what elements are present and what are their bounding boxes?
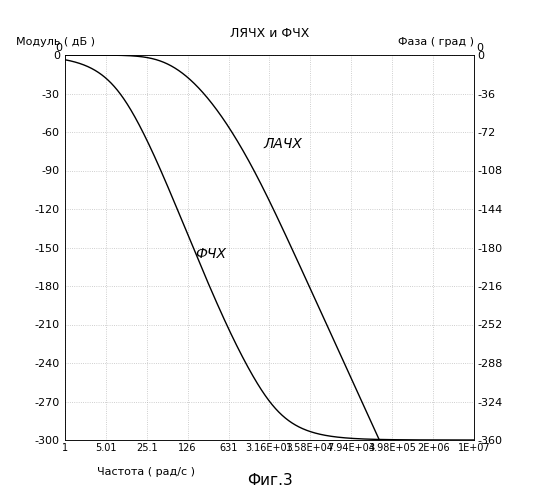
Text: Фиг.3: Фиг.3 bbox=[247, 473, 292, 488]
Text: Модуль ( дБ ): Модуль ( дБ ) bbox=[16, 38, 94, 48]
Text: 0: 0 bbox=[476, 43, 483, 53]
Text: ЛЯЧХ и ФЧХ: ЛЯЧХ и ФЧХ bbox=[230, 26, 309, 40]
Text: Частота ( рад/с ): Частота ( рад/с ) bbox=[98, 467, 196, 477]
Text: Фаза ( град ): Фаза ( град ) bbox=[398, 38, 474, 48]
Text: 0: 0 bbox=[56, 43, 63, 53]
Text: ФЧХ: ФЧХ bbox=[195, 247, 226, 261]
Text: ЛАЧХ: ЛАЧХ bbox=[264, 136, 302, 150]
